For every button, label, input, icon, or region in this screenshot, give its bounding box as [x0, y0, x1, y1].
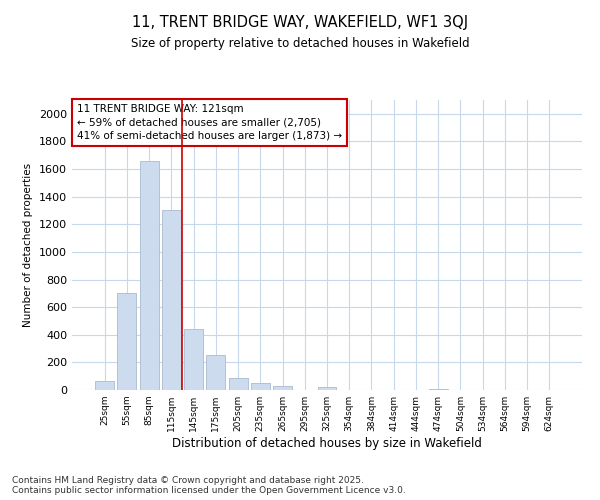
Bar: [317, 386, 337, 390]
Bar: [429, 389, 448, 390]
Bar: [95, 381, 114, 390]
Bar: [162, 210, 181, 390]
Text: Size of property relative to detached houses in Wakefield: Size of property relative to detached ho…: [131, 38, 469, 51]
Text: 11 TRENT BRIDGE WAY: 121sqm
← 59% of detached houses are smaller (2,705)
41% of : 11 TRENT BRIDGE WAY: 121sqm ← 59% of det…: [77, 104, 342, 141]
Text: Contains HM Land Registry data © Crown copyright and database right 2025.
Contai: Contains HM Land Registry data © Crown c…: [12, 476, 406, 495]
Bar: [229, 378, 248, 390]
Bar: [118, 294, 136, 390]
Bar: [251, 383, 270, 390]
Bar: [184, 329, 203, 390]
Bar: [140, 161, 158, 390]
Y-axis label: Number of detached properties: Number of detached properties: [23, 163, 34, 327]
Text: 11, TRENT BRIDGE WAY, WAKEFIELD, WF1 3QJ: 11, TRENT BRIDGE WAY, WAKEFIELD, WF1 3QJ: [132, 15, 468, 30]
X-axis label: Distribution of detached houses by size in Wakefield: Distribution of detached houses by size …: [172, 437, 482, 450]
Bar: [206, 356, 225, 390]
Bar: [273, 386, 292, 390]
